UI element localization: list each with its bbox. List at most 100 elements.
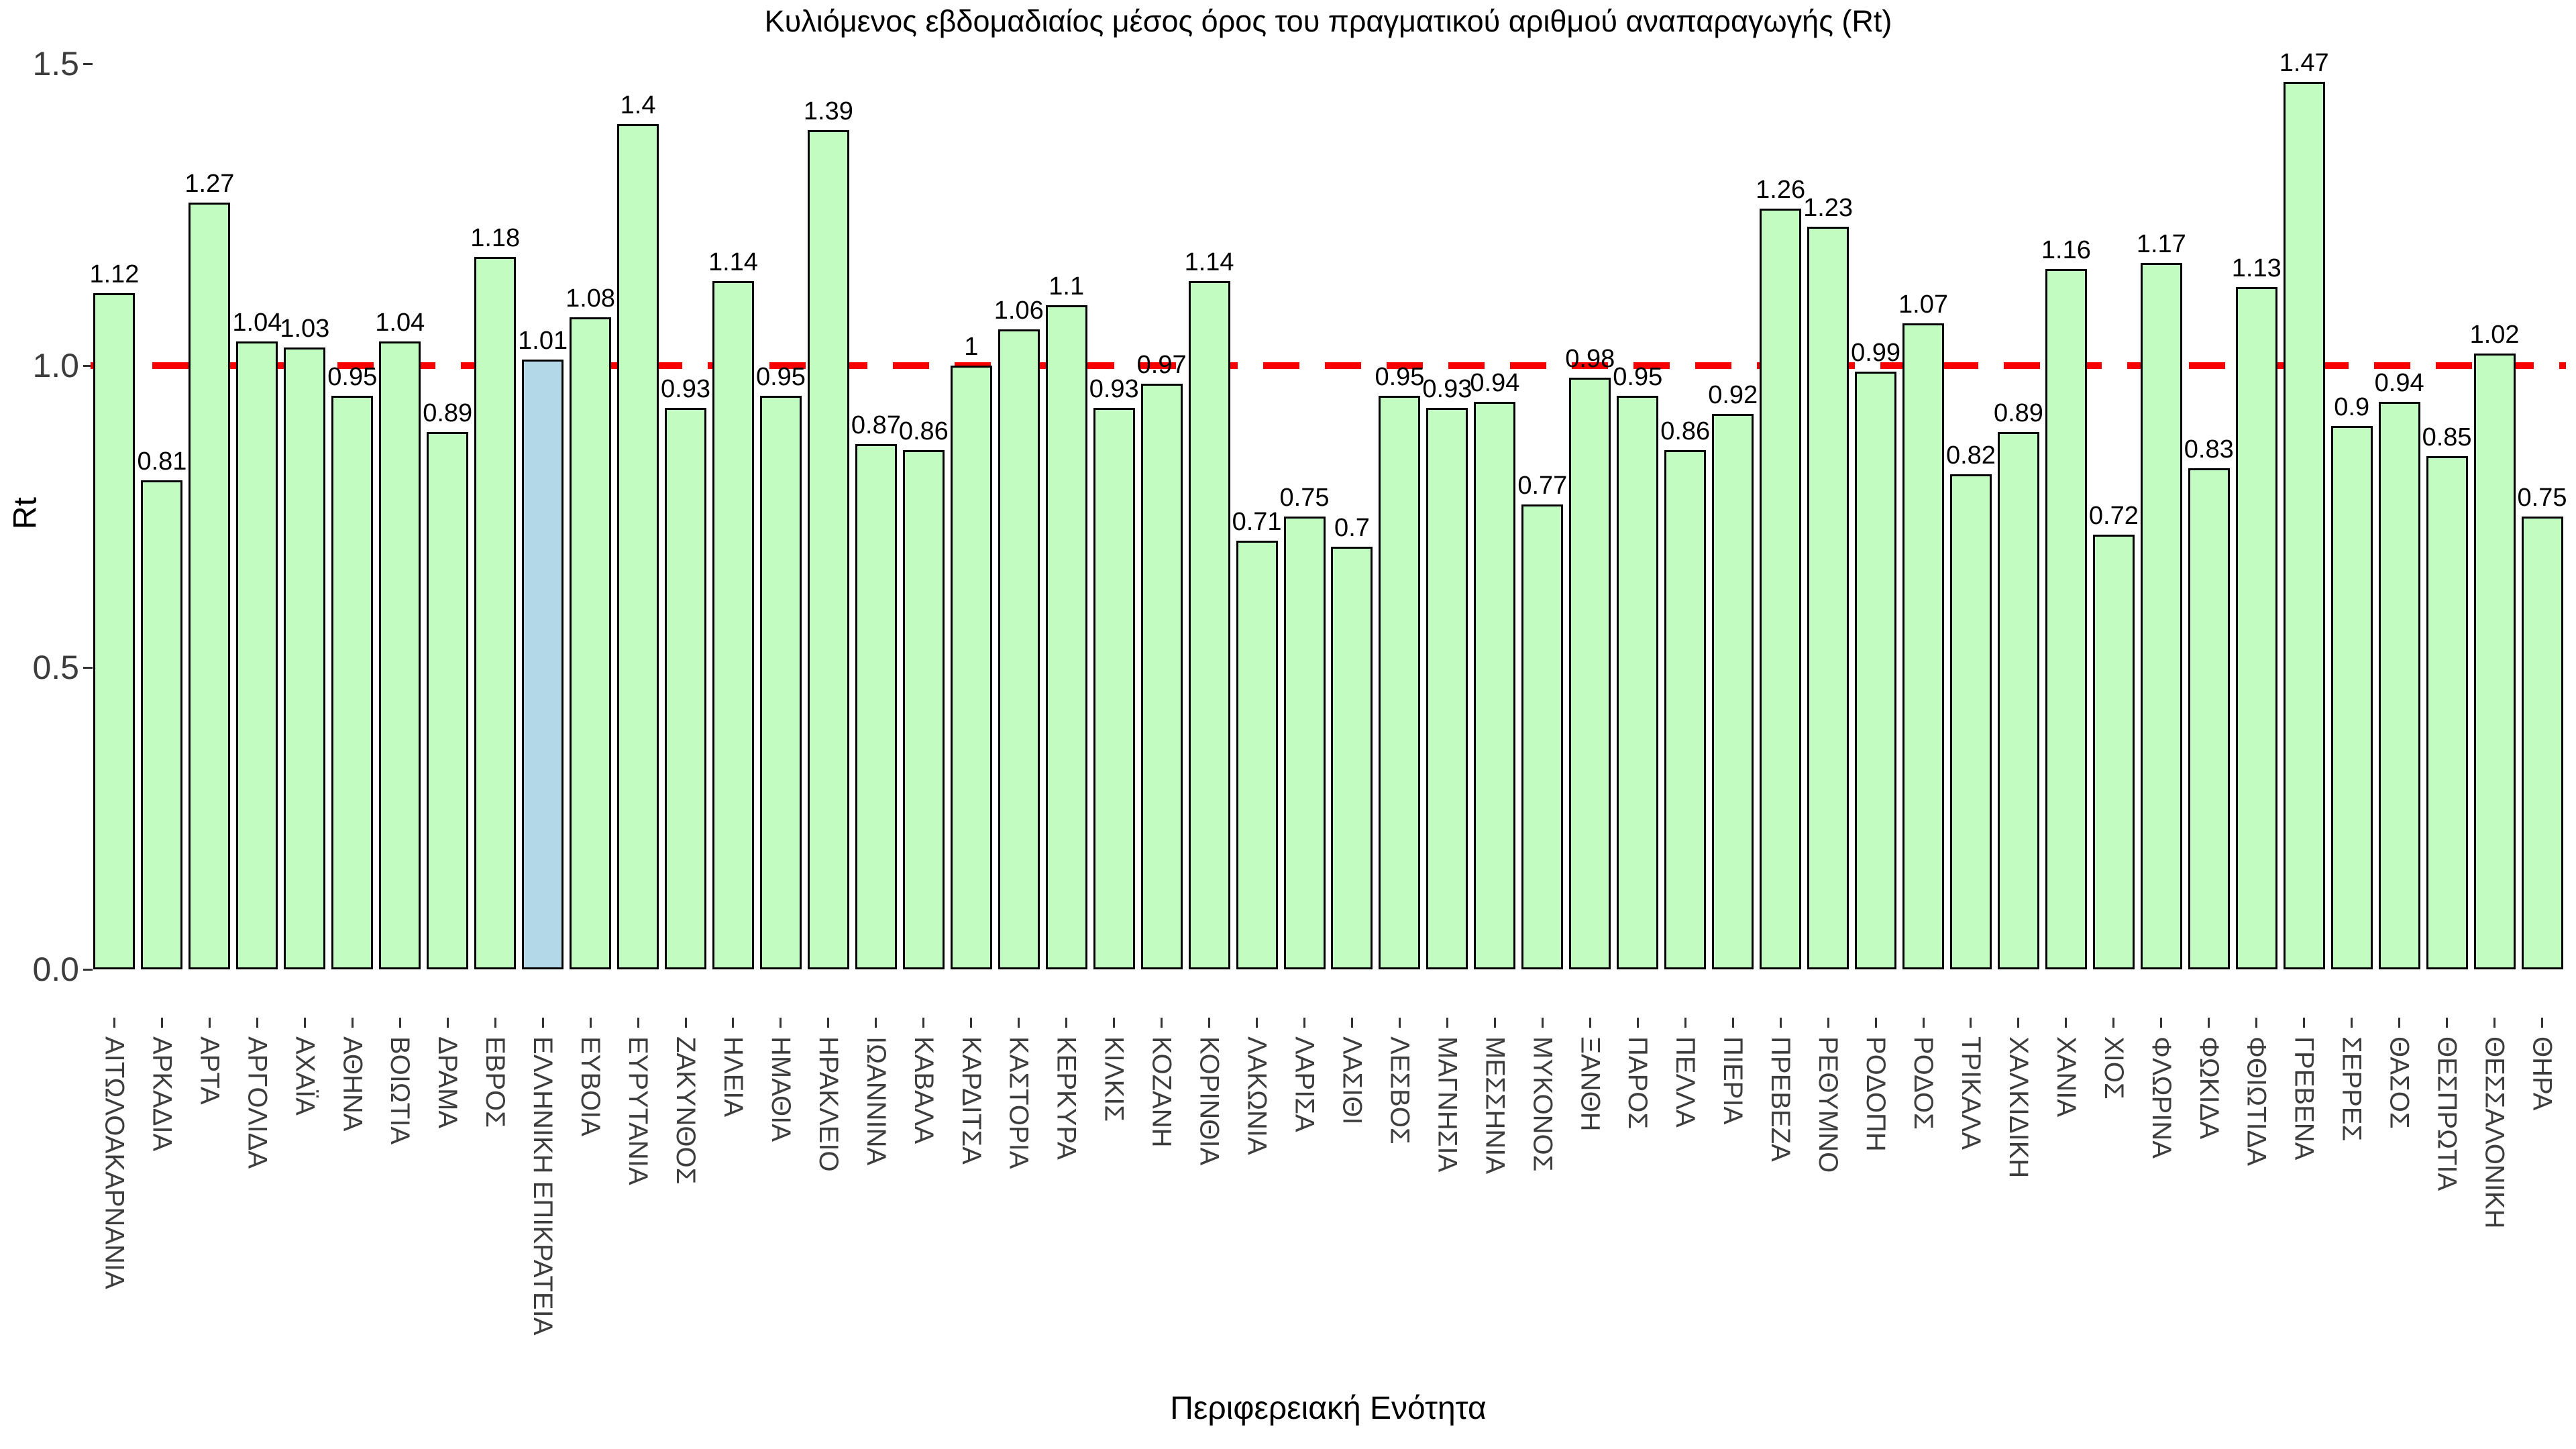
- bar-value-label: 0.89: [423, 399, 473, 427]
- x-tick-label-slot: ΧΑΛΚΙΔΙΚΗ: [1994, 1036, 2042, 1399]
- bar-value-label: 0.93: [1089, 375, 1139, 403]
- x-tick-label: ΜΑΓΝΗΣΙΑ: [1432, 1036, 1462, 1173]
- x-tick-label-slot: ΕΛΛΗΝΙΚΗ ΕΠΙΚΡΑΤΕΙΑ: [519, 1036, 567, 1399]
- x-tick-label: ΠΡΕΒΕΖΑ: [1766, 1036, 1796, 1162]
- x-tick-mark: [1398, 1018, 1401, 1028]
- bar: [998, 329, 1040, 969]
- x-tick-mark: [2493, 1018, 2496, 1028]
- bar-value-label: 1.13: [2231, 254, 2282, 282]
- bar: [855, 444, 897, 969]
- bar: [1712, 414, 1754, 969]
- x-tick-mark: [1874, 1018, 1877, 1028]
- bar-value-label: 0.71: [1232, 508, 1282, 536]
- x-tick-label: ΧΑΝΙΑ: [2051, 1036, 2081, 1118]
- bar: [141, 480, 183, 969]
- bar: [1997, 432, 2039, 969]
- x-tick-mark: [1970, 1018, 1972, 1028]
- bar: [2426, 456, 2468, 969]
- bar: [1140, 384, 1183, 969]
- x-tick-label-slot: ΜΕΣΣΗΝΙΑ: [1471, 1036, 1519, 1399]
- bar: [1664, 450, 1707, 969]
- x-tick-mark: [780, 1018, 782, 1028]
- x-tick-mark: [351, 1018, 354, 1028]
- bar: [2330, 426, 2373, 969]
- bar: [1760, 209, 1802, 969]
- x-tick-mark: [2160, 1018, 2163, 1028]
- bar-value-label: 1.03: [280, 315, 330, 343]
- bar-value-label: 0.82: [1945, 441, 1996, 470]
- bar: [1236, 541, 1278, 969]
- bar-value-label: 0.99: [1851, 339, 1901, 367]
- y-tick-label: 0.0: [32, 951, 79, 988]
- y-tick-mark: [83, 62, 93, 65]
- bar-value-label: 1.04: [232, 309, 282, 337]
- x-tick-label-slot: ΤΡΙΚΑΛΑ: [1947, 1036, 1995, 1399]
- x-tick-label-slot: ΠΕΛΛΑ: [1662, 1036, 1709, 1399]
- bar-value-label: 0.94: [1470, 369, 1520, 397]
- x-tick-label: ΡΕΘΥΜΝΟ: [1813, 1036, 1843, 1173]
- bar: [2521, 517, 2563, 969]
- x-tick-label-slot: ΛΑΣΙΘΙ: [1328, 1036, 1376, 1399]
- y-tick-label: 1.0: [32, 347, 79, 384]
- x-tick-label: ΑΙΤΩΛΟΑΚΑΡΝΑΝΙΑ: [99, 1036, 129, 1289]
- bar-value-label: 0.83: [2184, 435, 2234, 464]
- x-tick-label-slot: ΛΑΚΩΝΙΑ: [1233, 1036, 1281, 1399]
- x-tick-mark: [684, 1018, 687, 1028]
- x-tick-label: ΞΑΝΘΗ: [1575, 1036, 1605, 1132]
- bar: [2140, 263, 2182, 969]
- x-axis-title: Περιφερειακή Ενότητα: [1170, 1391, 1487, 1426]
- x-tick-mark: [1018, 1018, 1020, 1028]
- x-tick-label-slot: ΦΩΚΙΔΑ: [2185, 1036, 2233, 1399]
- x-tick-mark: [446, 1018, 449, 1028]
- x-tick-label: ΑΡΓΟΛΙΔΑ: [242, 1036, 272, 1169]
- y-tick-mark: [83, 666, 93, 669]
- x-tick-mark: [208, 1018, 211, 1028]
- x-tick-mark: [1684, 1018, 1686, 1028]
- x-tick-label: ΕΥΒΟΙΑ: [576, 1036, 606, 1136]
- x-tick-mark: [1731, 1018, 1734, 1028]
- x-tick-mark: [1493, 1018, 1496, 1028]
- x-tick-label: ΡΟΔΟΣ: [1909, 1036, 1938, 1130]
- bar-value-label: 0.95: [1613, 363, 1663, 391]
- bar: [807, 130, 849, 969]
- x-tick-label-slot: ΚΙΛΚΙΣ: [1090, 1036, 1138, 1399]
- bar-value-label: 0.95: [755, 363, 806, 391]
- x-tick-label-slot: ΕΥΒΟΙΑ: [567, 1036, 614, 1399]
- x-tick-mark: [875, 1018, 877, 1028]
- bar: [1045, 305, 1087, 969]
- x-tick-label: ΤΡΙΚΑΛΑ: [1955, 1036, 1986, 1150]
- x-tick-label: ΚΕΡΚΥΡΑ: [1051, 1036, 1081, 1160]
- x-tick-mark: [494, 1018, 496, 1028]
- x-tick-mark: [1636, 1018, 1639, 1028]
- bar: [331, 396, 374, 969]
- bar-value-label: 0.81: [137, 447, 187, 476]
- x-tick-label-slot: ΦΘΙΩΤΙΔΑ: [2233, 1036, 2280, 1399]
- x-tick-label: ΗΜΑΘΙΑ: [765, 1036, 796, 1142]
- x-tick-mark: [1589, 1018, 1591, 1028]
- x-tick-label: ΑΧΑΪΑ: [290, 1036, 320, 1116]
- bar-value-label: 1.47: [2279, 49, 2329, 77]
- x-tick-label-slot: ΣΕΡΡΕΣ: [2328, 1036, 2375, 1399]
- x-tick-mark: [2398, 1018, 2401, 1028]
- bar: [950, 366, 992, 969]
- x-tick-label: ΧΙΟΣ: [2098, 1036, 2129, 1099]
- bar-value-label: 1.04: [375, 309, 425, 337]
- x-tick-mark: [1779, 1018, 1782, 1028]
- x-tick-label-slot: ΜΑΓΝΗΣΙΑ: [1424, 1036, 1471, 1399]
- bar: [1855, 372, 1897, 969]
- x-tick-label: ΚΑΣΤΟΡΙΑ: [1004, 1036, 1034, 1169]
- bar-value-label: 1.14: [708, 248, 758, 276]
- x-tick-label-slot: ΡΕΘΥΜΝΟ: [1805, 1036, 1852, 1399]
- x-tick-label-slot: ΡΟΔΟΠΗ: [1852, 1036, 1900, 1399]
- bar-value-label: 1.39: [803, 97, 853, 125]
- x-tick-label-slot: ΚΟΡΙΝΘΙΑ: [1185, 1036, 1233, 1399]
- bar: [93, 293, 136, 969]
- bar-value-label: 1.14: [1184, 248, 1234, 276]
- bar: [1949, 474, 1992, 969]
- x-tick-label: ΛΑΡΙΣΑ: [1289, 1036, 1320, 1132]
- bar: [1474, 402, 1516, 969]
- x-tick-label: ΚΟΖΑΝΗ: [1146, 1036, 1177, 1148]
- x-tick-label: ΛΑΣΙΘΙ: [1337, 1036, 1367, 1125]
- x-tick-label-slot: ΛΑΡΙΣΑ: [1281, 1036, 1328, 1399]
- bar: [1807, 227, 1849, 969]
